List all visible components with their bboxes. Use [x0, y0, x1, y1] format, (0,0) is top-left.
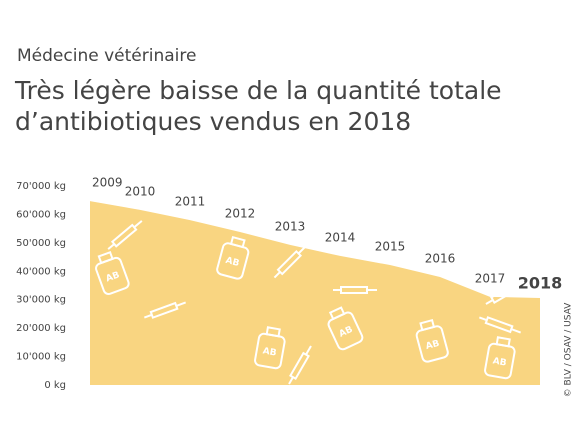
bottle-label: AB [492, 356, 507, 368]
y-tick-label: 10'000 kg [16, 352, 66, 363]
syringe-plunger [273, 271, 281, 279]
bottle-cap [419, 318, 436, 332]
bottle-label: AB [262, 346, 277, 358]
bottle-cap [495, 336, 511, 348]
bottle-cap [328, 306, 346, 321]
chart-subtitle: Médecine vétérinaire [17, 46, 196, 66]
bottle-cap [265, 326, 281, 338]
syringe-plunger [143, 313, 153, 319]
syringe-icon [333, 286, 377, 294]
bottle-icon: AB [95, 250, 130, 296]
chart-title: d’antibiotiques vendus en 2018 [15, 107, 411, 136]
bottle-cap [229, 235, 246, 249]
syringe-needle [297, 245, 307, 255]
syringe-icon [485, 281, 525, 305]
syringe-icon [273, 245, 307, 279]
syringe-icon [288, 345, 312, 385]
area [90, 201, 540, 385]
x-tick-label: 2017 [475, 271, 506, 285]
y-tick-label: 20'000 kg [16, 323, 66, 334]
syringe-needle [510, 328, 522, 334]
chart-title: Très légère baisse de la quantité totale [14, 76, 502, 105]
syringe-plunger [288, 376, 294, 385]
x-tick-label: 2016 [425, 251, 456, 265]
syringe-icon [143, 301, 187, 319]
syringe-barrel [484, 316, 514, 334]
x-tick-label: 2015 [375, 240, 406, 254]
x-tick-label: 2009 [92, 176, 123, 190]
bottle-label: AB [224, 256, 240, 269]
x-tick-label: 2012 [225, 207, 256, 221]
x-tick-label: 2018 [518, 274, 563, 293]
bottle-label: AB [105, 270, 122, 284]
bottle-icon: AB [216, 235, 250, 280]
y-tick-label: 50'000 kg [16, 238, 66, 249]
syringe-needle [133, 220, 143, 229]
x-tick-label: 2014 [325, 230, 356, 244]
y-tick-label: 70'000 kg [16, 181, 66, 192]
x-tick-label: 2013 [275, 219, 306, 233]
syringe-plunger [107, 243, 115, 250]
x-tick-label: 2010 [125, 184, 156, 198]
syringe-plunger [485, 299, 494, 305]
y-tick-label: 30'000 kg [16, 295, 66, 306]
syringe-plunger [478, 316, 488, 322]
syringe-icon [478, 316, 522, 334]
y-tick-label: 60'000 kg [16, 209, 66, 220]
plot: 0 kg 10'000 kg 20'000 kg 30'000 kg 40'000 kg… [16, 176, 562, 391]
bottle-icon: AB [415, 318, 449, 363]
x-tick-label: 2011 [175, 195, 206, 209]
y-tick-label: 40'000 kg [16, 266, 66, 277]
syringe-needle [514, 281, 525, 288]
bottle-cap [97, 250, 114, 265]
bottle-icon: AB [484, 336, 516, 380]
bottle-label: AB [425, 339, 441, 352]
y-tick-label: 0 kg [44, 380, 66, 391]
bottle-icon: AB [254, 326, 286, 370]
syringe-barrel [149, 301, 179, 319]
syringe-icon [107, 220, 143, 250]
syringe-needle [305, 345, 312, 356]
syringe-needle [175, 301, 187, 307]
source: © BLV / OSAV / USAV [564, 302, 574, 397]
